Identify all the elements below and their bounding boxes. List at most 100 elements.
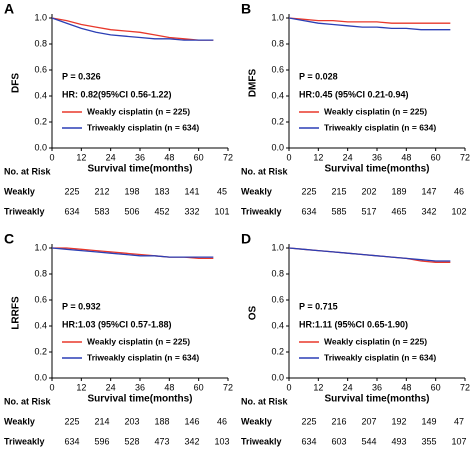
legend-label: Triweakly cisplatin (n = 634): [87, 352, 199, 362]
risk-value: 147: [421, 186, 436, 196]
y-tick-label: 0.0: [34, 372, 47, 382]
y-tick-label: 1.0: [271, 242, 284, 252]
y-tick-label: 1.0: [34, 12, 47, 22]
risk-value: 102: [451, 206, 466, 216]
legend-label: Weakly cisplatin (n = 225): [87, 336, 190, 346]
risk-title: No. at Risk: [241, 166, 289, 176]
x-tick-label: 60: [431, 382, 441, 392]
x-tick-label: 12: [76, 382, 86, 392]
risk-value: 585: [331, 206, 346, 216]
x-tick-label: 12: [313, 152, 323, 162]
survival-line: [288, 17, 451, 31]
risk-value: 342: [421, 206, 436, 216]
y-tick-label: 1.0: [271, 12, 284, 22]
x-tick-label: 24: [343, 152, 353, 162]
risk-value: 225: [64, 186, 79, 196]
y-tick-label: 0.2: [271, 346, 284, 356]
x-tick-label: 12: [76, 152, 86, 162]
y-tick-label: 0.0: [271, 372, 284, 382]
legend-label: Triweakly cisplatin (n = 634): [324, 352, 436, 362]
risk-value: 216: [331, 416, 346, 426]
risk-title: No. at Risk: [4, 166, 52, 176]
y-tick-label: 1.0: [34, 242, 47, 252]
risk-value: 203: [124, 416, 139, 426]
panel: D OS 0.0 0.2 0.4 0.6 0.8 1.0 0 12 24 36 48 60 72 Surviv…: [241, 231, 470, 447]
risk-value: 188: [154, 416, 169, 426]
risk-value: 207: [361, 416, 376, 426]
x-tick-label: 0: [49, 382, 54, 392]
x-tick-label: 48: [401, 152, 411, 162]
y-tick-label: 0.8: [271, 268, 284, 278]
x-tick-label: 0: [49, 152, 54, 162]
hazard-ratio: HR: 0.82(95%CI 0.56-1.22): [62, 89, 172, 99]
x-tick-label: 60: [194, 382, 204, 392]
risk-value: 603: [331, 436, 346, 446]
survival-line: [288, 17, 451, 24]
risk-row-name: Weakly: [4, 416, 35, 426]
y-tick-label: 0.8: [34, 38, 47, 48]
y-axis-label: DMFS: [248, 69, 259, 98]
legend-label: Triweakly cisplatin (n = 634): [87, 122, 199, 132]
x-tick-label: 0: [286, 382, 291, 392]
risk-row-name: Weakly: [241, 416, 272, 426]
x-tick-label: 60: [431, 152, 441, 162]
survival-line: [51, 17, 214, 41]
panel: A DFS 0.0 0.2 0.4 0.6 0.8 1.0 0 12 24 36 48 60 72 Survi…: [4, 1, 233, 217]
risk-row-name: Triweakly: [241, 436, 282, 446]
x-tick-label: 72: [460, 152, 470, 162]
p-value: P = 0.326: [62, 71, 101, 81]
risk-value: 101: [214, 206, 229, 216]
risk-value: 634: [64, 436, 79, 446]
y-axis-label: LRRFS: [11, 296, 22, 330]
x-tick-label: 48: [164, 382, 174, 392]
y-tick-label: 0.4: [271, 90, 284, 100]
risk-value: 202: [361, 186, 376, 196]
risk-value: 583: [94, 206, 109, 216]
risk-value: 189: [391, 186, 406, 196]
risk-row-name: Weakly: [4, 186, 35, 196]
x-tick-label: 60: [194, 152, 204, 162]
risk-value: 332: [184, 206, 199, 216]
risk-value: 149: [421, 416, 436, 426]
x-axis-label: Survival time(months): [324, 394, 429, 405]
x-tick-label: 12: [313, 382, 323, 392]
hazard-ratio: HR:0.45 (95%CI 0.21-0.94): [299, 89, 409, 99]
panel: C LRRFS 0.0 0.2 0.4 0.6 0.8 1.0 0 12 24 36 48 60 72 Sur…: [4, 231, 233, 447]
x-tick-label: 36: [135, 382, 145, 392]
risk-value: 596: [94, 436, 109, 446]
x-axis-label: Survival time(months): [87, 164, 192, 175]
risk-value: 146: [184, 416, 199, 426]
risk-value: 214: [94, 416, 109, 426]
risk-value: 198: [124, 186, 139, 196]
x-axis-label: Survival time(months): [324, 164, 429, 175]
x-tick-label: 36: [135, 152, 145, 162]
risk-value: 493: [391, 436, 406, 446]
y-axis-label: DFS: [11, 73, 22, 93]
x-tick-label: 24: [106, 382, 116, 392]
risk-value: 355: [421, 436, 436, 446]
y-tick-label: 0.6: [271, 294, 284, 304]
panel-label: B: [241, 1, 251, 17]
risk-value: 183: [154, 186, 169, 196]
risk-value: 634: [301, 206, 316, 216]
risk-value: 473: [154, 436, 169, 446]
y-tick-label: 0.0: [34, 142, 47, 152]
y-tick-label: 0.4: [271, 320, 284, 330]
x-tick-label: 48: [401, 382, 411, 392]
survival-line: [51, 17, 214, 41]
survival-line: [288, 247, 451, 262]
risk-value: 45: [217, 186, 227, 196]
risk-value: 225: [301, 186, 316, 196]
risk-value: 107: [451, 436, 466, 446]
y-axis-label: OS: [248, 305, 259, 320]
y-tick-label: 0.6: [271, 64, 284, 74]
p-value: P = 0.932: [62, 301, 101, 311]
x-axis-label: Survival time(months): [87, 394, 192, 405]
x-tick-label: 36: [372, 152, 382, 162]
y-tick-label: 0.6: [34, 294, 47, 304]
risk-row-name: Triweakly: [241, 206, 282, 216]
y-tick-label: 0.2: [271, 116, 284, 126]
y-tick-label: 0.2: [34, 346, 47, 356]
panel-label: C: [4, 231, 14, 247]
y-tick-label: 0.0: [271, 142, 284, 152]
